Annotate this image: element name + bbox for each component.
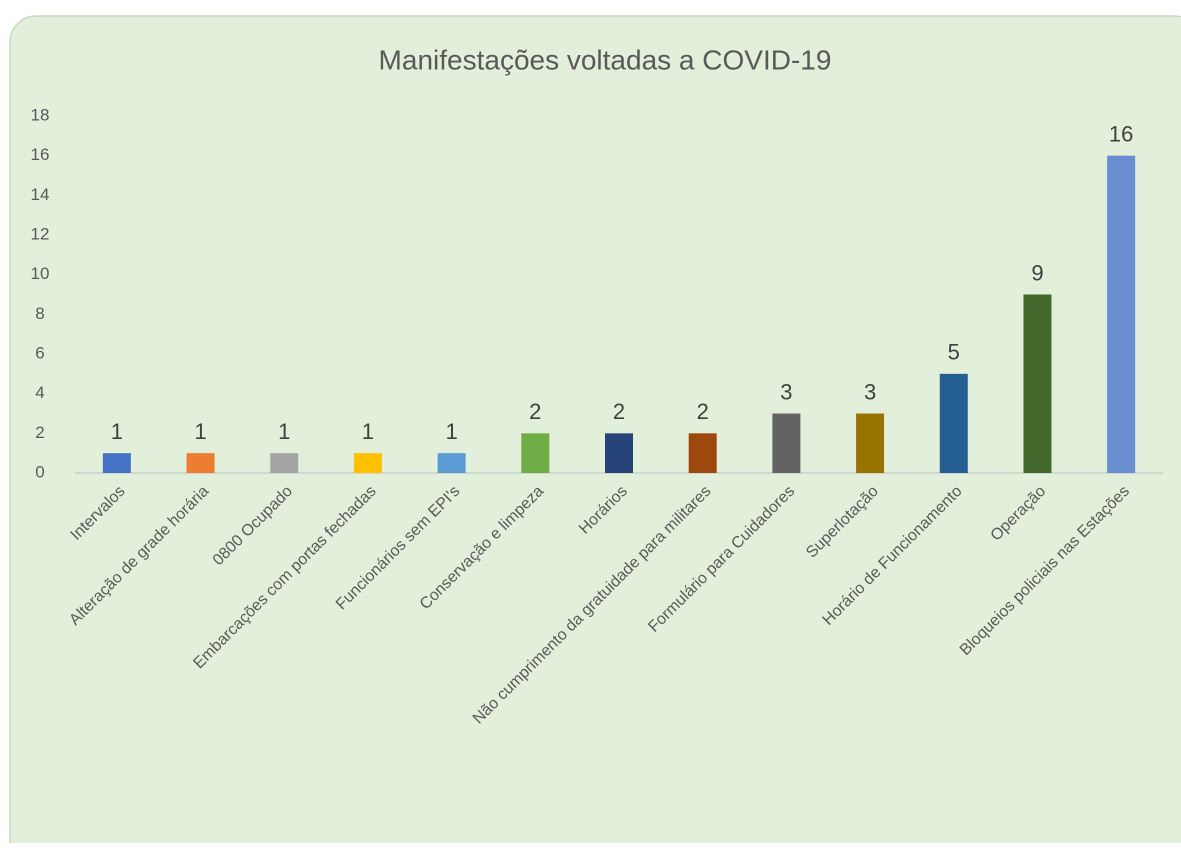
y-tick-label: 16	[31, 145, 50, 164]
bar	[772, 413, 801, 473]
y-tick-label: 12	[31, 224, 50, 243]
y-tick-label: 4	[35, 383, 44, 402]
data-label: 1	[445, 419, 457, 444]
data-label: 3	[780, 379, 792, 404]
data-label: 1	[194, 419, 206, 444]
bar	[270, 453, 299, 473]
bar	[605, 433, 633, 473]
y-tick-label: 6	[35, 343, 44, 362]
data-label: 2	[529, 399, 541, 424]
bar	[688, 433, 717, 473]
data-label: 1	[362, 419, 374, 444]
y-tick-label: 0	[35, 462, 44, 481]
data-label: 1	[278, 419, 290, 444]
data-label: 2	[613, 399, 625, 424]
bar	[521, 433, 550, 473]
y-tick-label: 8	[35, 304, 44, 323]
y-tick-label: 2	[35, 423, 44, 442]
y-tick-label: 14	[31, 185, 50, 204]
data-label: 16	[1109, 121, 1133, 146]
bar	[1107, 155, 1136, 473]
data-label: 1	[111, 419, 123, 444]
data-label: 5	[948, 340, 960, 365]
bar	[856, 413, 885, 473]
data-label: 3	[864, 379, 876, 404]
chart-background	[9, 15, 1181, 848]
bar	[939, 373, 968, 473]
bar	[102, 453, 131, 473]
y-tick-label: 10	[31, 264, 50, 283]
data-label: 9	[1031, 260, 1043, 285]
bar	[353, 453, 382, 473]
y-tick-label: 18	[31, 105, 50, 124]
bar	[1023, 294, 1052, 473]
chart-title: Manifestações voltadas a COVID-19	[379, 44, 832, 75]
bar	[186, 453, 215, 473]
data-label: 2	[697, 399, 709, 424]
bar	[437, 453, 466, 473]
